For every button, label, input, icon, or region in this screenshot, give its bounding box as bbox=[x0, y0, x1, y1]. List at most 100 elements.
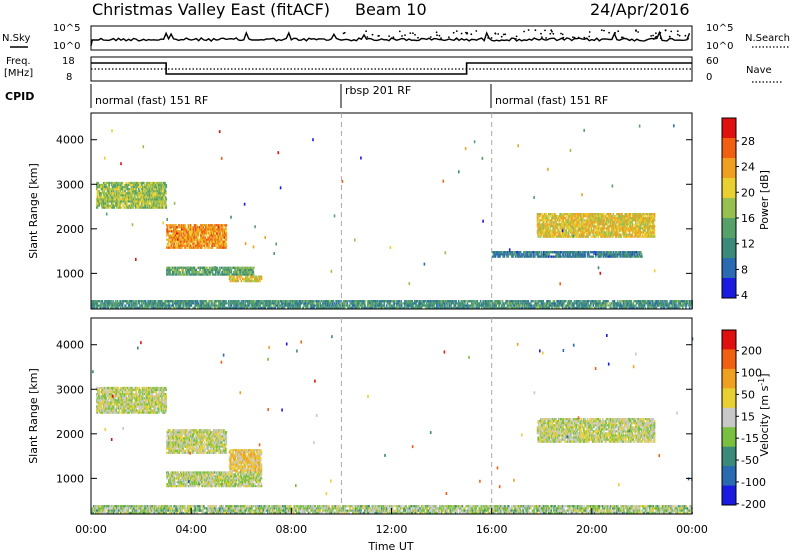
echo-cell bbox=[181, 306, 184, 309]
echo-cell bbox=[187, 306, 189, 309]
echo-cell bbox=[603, 251, 606, 254]
echo-cell bbox=[539, 227, 542, 230]
echo-cell bbox=[208, 236, 211, 239]
echo-cell bbox=[567, 219, 569, 222]
echo-cell bbox=[651, 215, 654, 218]
nsearch-point bbox=[378, 34, 380, 37]
echo-cell bbox=[97, 202, 100, 205]
echo-cell bbox=[126, 183, 128, 187]
echo-cell bbox=[211, 268, 214, 272]
echo-cell bbox=[599, 233, 601, 236]
echo-cell bbox=[593, 217, 595, 220]
echo-cell bbox=[537, 231, 539, 234]
echo-cell bbox=[211, 246, 214, 249]
echo-cell bbox=[639, 235, 641, 238]
echo-cell bbox=[126, 202, 128, 205]
echo-cell bbox=[193, 273, 196, 276]
echo-cell bbox=[535, 251, 538, 254]
echo-cell bbox=[206, 240, 209, 243]
echo-cell bbox=[236, 300, 238, 303]
echo-cell bbox=[211, 232, 214, 235]
echo-cell bbox=[551, 255, 553, 258]
echo-cell bbox=[106, 186, 108, 189]
echo-cell bbox=[230, 266, 233, 269]
echo-cell bbox=[259, 280, 261, 283]
echo-cell bbox=[119, 304, 122, 307]
echo-cell bbox=[145, 202, 148, 205]
echo-cell bbox=[567, 231, 569, 234]
echo-cell bbox=[584, 255, 586, 258]
echo-cell bbox=[121, 206, 123, 209]
echo-cell bbox=[225, 244, 228, 247]
echo-cell bbox=[582, 231, 584, 234]
echo-cell bbox=[588, 253, 590, 256]
echo-cell bbox=[598, 221, 600, 224]
echo-cell bbox=[628, 231, 631, 234]
echo-cell bbox=[245, 280, 247, 283]
echo-cell bbox=[169, 271, 171, 274]
echo-cell bbox=[99, 306, 102, 309]
echo-cell bbox=[220, 306, 222, 309]
echo-cell bbox=[595, 235, 598, 238]
echo-cell bbox=[280, 300, 283, 303]
echo-cell bbox=[144, 304, 146, 307]
echo-cell bbox=[224, 228, 226, 231]
echo-cell bbox=[205, 234, 208, 237]
echo-cell bbox=[195, 268, 198, 272]
echo-cell bbox=[652, 221, 655, 224]
nsearch-point bbox=[573, 36, 576, 39]
echo-cell bbox=[168, 242, 170, 245]
echo-cell bbox=[223, 304, 226, 307]
echo-cell bbox=[101, 304, 103, 307]
echo-cell bbox=[132, 200, 135, 203]
echo-cell bbox=[541, 223, 543, 226]
echo-cell bbox=[193, 246, 195, 249]
echo-cell bbox=[652, 219, 655, 222]
echo-cell bbox=[233, 275, 235, 278]
echo-cell bbox=[176, 300, 179, 303]
echo-cell bbox=[586, 215, 588, 218]
echo-cell bbox=[549, 215, 552, 218]
echo-cell bbox=[547, 219, 549, 222]
echo-cell bbox=[190, 300, 193, 303]
echo-cell bbox=[637, 215, 640, 218]
echo-cell bbox=[158, 204, 161, 207]
echo-cell bbox=[580, 253, 583, 256]
echo-cell bbox=[494, 251, 497, 254]
echo-cell bbox=[512, 255, 514, 258]
echo-cell bbox=[114, 300, 117, 303]
echo-cell bbox=[183, 271, 185, 274]
echo-cell bbox=[592, 233, 595, 236]
echo-cell bbox=[576, 235, 578, 238]
echo-cell bbox=[184, 268, 187, 272]
echo-cell bbox=[183, 244, 185, 247]
echo-cell bbox=[215, 302, 217, 305]
echo-cell bbox=[179, 236, 181, 239]
echo-cell bbox=[143, 181, 145, 185]
nsearch-tick-top: 10^5 bbox=[706, 23, 733, 34]
echo-cell bbox=[203, 240, 206, 243]
echo-cell bbox=[158, 196, 161, 199]
echo-cell bbox=[237, 266, 240, 269]
echo-cell bbox=[107, 190, 109, 193]
echo-cell bbox=[220, 244, 223, 247]
echo-cell bbox=[544, 229, 546, 232]
echo-cell bbox=[185, 236, 188, 239]
echo-cell bbox=[173, 230, 175, 233]
echo-cell bbox=[92, 304, 94, 307]
echo-cell bbox=[568, 233, 570, 236]
echo-cell bbox=[176, 266, 179, 269]
echo-cell bbox=[144, 306, 147, 309]
echo-cell bbox=[152, 204, 154, 207]
echo-cell bbox=[604, 217, 606, 220]
echo-cell bbox=[244, 273, 246, 276]
echo-cell bbox=[260, 277, 263, 280]
nsearch-point bbox=[669, 36, 671, 38]
echo-cell bbox=[646, 217, 648, 220]
echo-cell bbox=[201, 236, 203, 239]
echo-cell bbox=[121, 202, 123, 205]
echo-cell bbox=[192, 271, 194, 274]
echo-cell bbox=[173, 244, 175, 247]
echo-cell bbox=[652, 233, 655, 236]
echo-cell bbox=[160, 186, 163, 189]
